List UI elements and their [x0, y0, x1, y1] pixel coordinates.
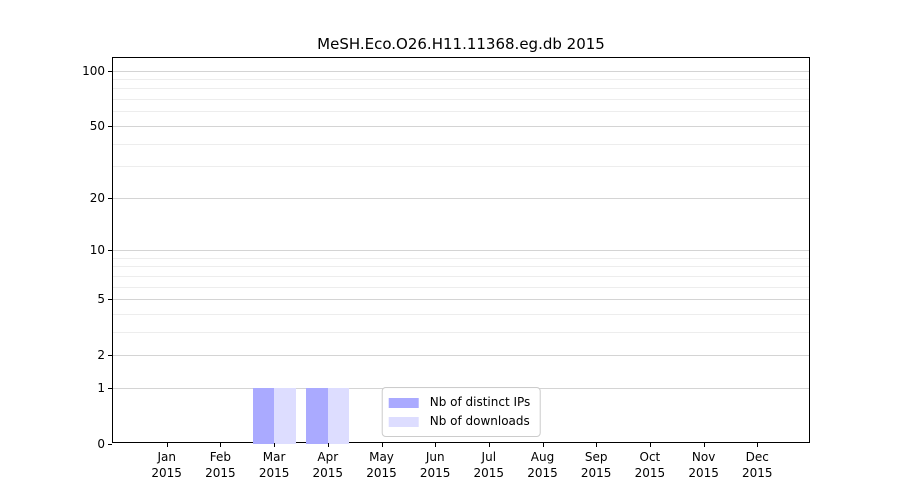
x-tick-mark — [596, 443, 598, 447]
x-tick-year: 2015 — [151, 466, 182, 480]
gridline-major — [113, 125, 809, 127]
y-tick-label: 100 — [82, 63, 105, 78]
x-tick-label: Jul 2015 — [459, 449, 519, 481]
legend-entry-downloads: Nb of downloads — [388, 414, 531, 429]
y-tick-mark — [108, 355, 112, 357]
x-tick-month: Sep — [584, 450, 608, 464]
x-tick-month: May — [369, 450, 394, 464]
x-tick-label: Sep 2015 — [566, 449, 626, 481]
gridline-major — [113, 70, 809, 72]
chart-title: MeSH.Eco.O26.H11.11368.eg.db 2015 — [317, 35, 605, 53]
x-tick-label: May 2015 — [352, 449, 412, 481]
y-tick-mark — [108, 197, 112, 199]
legend-label-downloads: Nb of downloads — [429, 414, 530, 428]
x-tick-year: 2015 — [258, 466, 290, 480]
gridline-minor — [113, 143, 809, 145]
legend-swatch-distinct-ips — [388, 397, 419, 408]
x-tick-mark — [166, 443, 168, 447]
x-tick-month: Aug — [530, 450, 555, 464]
y-tick-mark — [108, 125, 112, 127]
y-tick-label: 1 — [97, 380, 105, 395]
legend-swatch-downloads — [388, 416, 419, 427]
x-tick-mark — [274, 443, 276, 447]
x-tick-mark — [327, 443, 329, 447]
bar-downloads — [327, 387, 350, 444]
legend: Nb of distinct IPs Nb of downloads — [381, 387, 541, 437]
x-tick-year: 2015 — [419, 466, 451, 480]
x-tick-mark — [381, 443, 383, 447]
x-tick-year: 2015 — [742, 466, 773, 480]
legend-entry-distinct-ips: Nb of distinct IPs — [388, 395, 531, 410]
gridline-minor — [113, 257, 809, 259]
gridline-minor — [113, 286, 809, 288]
y-tick-mark — [108, 250, 112, 251]
x-tick-month: Apr — [317, 450, 339, 464]
y-tick-label: 5 — [97, 292, 105, 306]
y-tick-label: 20 — [89, 190, 105, 205]
gridline-major — [113, 299, 809, 300]
y-tick-mark — [108, 444, 112, 445]
gridline-minor — [113, 99, 809, 101]
x-tick-label: Feb 2015 — [190, 449, 250, 481]
gridline-major — [113, 355, 809, 357]
plot-area: 0 1 2 5 10 20 50 100 Jan 2015 Feb 2015 Mar 2015 Apr 201… — [82, 57, 810, 480]
gridline-minor — [113, 88, 809, 90]
x-tick-label: Aug 2015 — [513, 449, 573, 481]
gridline-minor — [113, 275, 809, 277]
x-tick-month: Jan — [157, 450, 176, 464]
x-tick-year: 2015 — [312, 466, 344, 480]
y-tick-mark — [108, 70, 112, 72]
bar-distinct-ips — [306, 387, 328, 444]
x-tick-month: Feb — [209, 450, 232, 464]
gridline-minor — [113, 166, 809, 168]
gridline-minor — [113, 111, 809, 113]
y-tick-mark — [108, 299, 112, 300]
x-tick-year: 2015 — [205, 466, 236, 480]
x-tick-year: 2015 — [366, 466, 397, 480]
gridline-major — [113, 250, 809, 251]
x-tick-year: 2015 — [527, 466, 558, 480]
x-tick-mark — [220, 443, 222, 447]
x-tick-label: Dec 2015 — [727, 449, 787, 481]
bar-downloads — [274, 387, 296, 444]
x-tick-mark — [703, 443, 705, 447]
y-tick-label: 0 — [97, 437, 105, 451]
x-tick-mark — [542, 443, 544, 447]
x-tick-year: 2015 — [580, 466, 612, 480]
gridline-major — [113, 197, 809, 199]
y-tick-label: 50 — [89, 118, 105, 133]
x-tick-year: 2015 — [688, 466, 719, 480]
x-tick-month: Dec — [745, 450, 769, 464]
x-tick-month: Oct — [639, 450, 661, 464]
legend-label-distinct-ips: Nb of distinct IPs — [429, 395, 531, 409]
x-tick-mark — [649, 443, 651, 447]
x-tick-month: Jun — [425, 450, 445, 464]
x-tick-year: 2015 — [473, 466, 505, 480]
gridline-minor — [113, 331, 809, 333]
x-tick-label: Apr 2015 — [298, 449, 358, 481]
bar-distinct-ips — [252, 387, 275, 444]
x-tick-month: Jul — [481, 450, 497, 464]
x-tick-mark — [435, 443, 437, 447]
x-tick-month: Mar — [262, 450, 286, 464]
y-tick-label: 2 — [97, 348, 105, 363]
gridline-minor — [113, 79, 809, 80]
x-tick-label: Oct 2015 — [620, 449, 680, 481]
x-tick-year: 2015 — [634, 466, 666, 480]
x-tick-label: Jan 2015 — [137, 449, 197, 481]
x-tick-label: Jun 2015 — [405, 449, 465, 481]
x-tick-mark — [757, 443, 759, 447]
y-tick-mark — [108, 387, 112, 389]
x-tick-label: Nov 2015 — [674, 449, 734, 481]
x-tick-mark — [488, 443, 490, 447]
x-tick-month: Nov — [691, 450, 716, 464]
gridline-minor — [113, 313, 809, 315]
y-tick-label: 10 — [89, 243, 105, 257]
gridline-minor — [113, 266, 809, 268]
x-tick-label: Mar 2015 — [244, 449, 304, 481]
